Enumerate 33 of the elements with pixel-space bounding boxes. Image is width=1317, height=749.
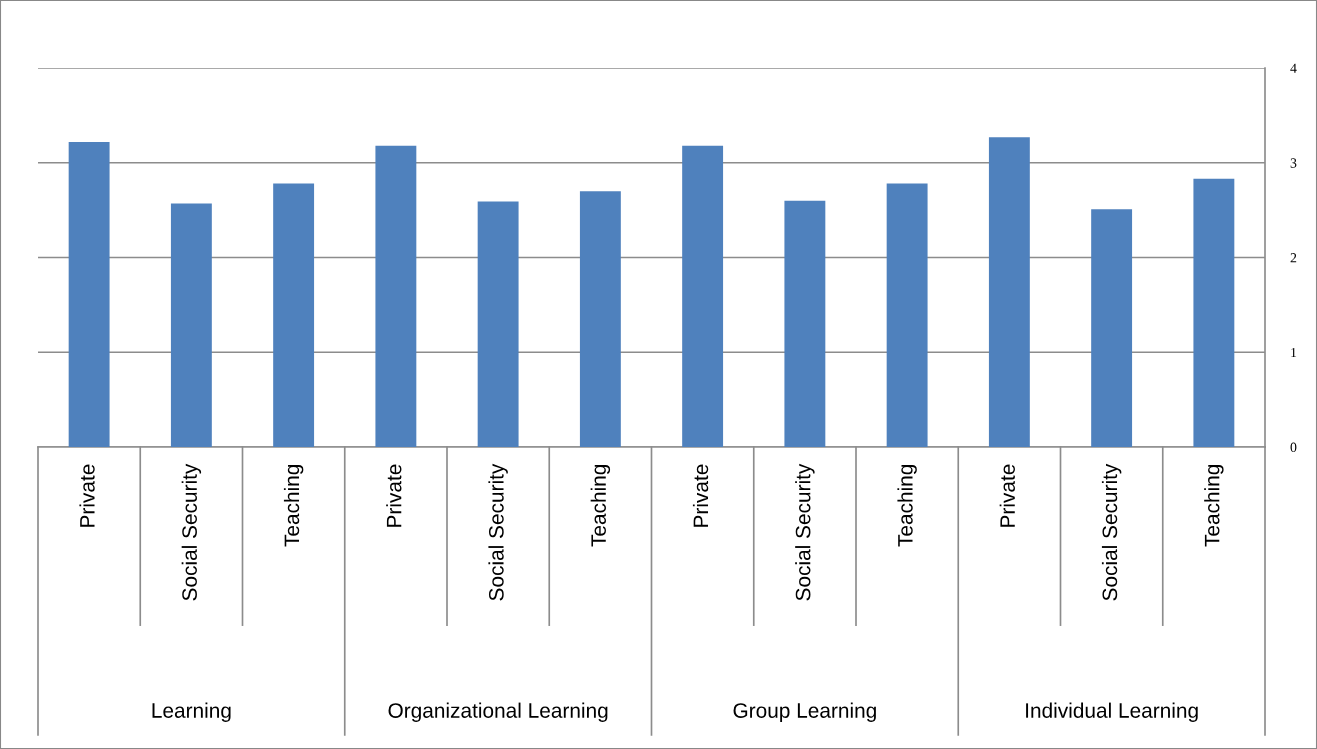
x-tick-label: Private [79, 464, 95, 527]
x-tick-label: Private [386, 464, 402, 527]
bar [375, 145, 417, 447]
x-tick-label: Social Security [488, 463, 508, 601]
text: Individual Learning [1026, 702, 1198, 723]
bar [68, 141, 110, 447]
y-tick-label: 3 [1290, 158, 1297, 168]
y-tick-label: 0 [1290, 442, 1297, 452]
text: Organizational Learning [388, 702, 608, 723]
bar [886, 183, 928, 447]
x-tick-label: Social Security [1101, 463, 1122, 601]
x-tick-label: Teaching [897, 465, 917, 547]
x-tick-label: Social Security [795, 463, 815, 601]
bar [170, 203, 212, 447]
bar [1091, 209, 1133, 447]
x-tick-label: Private [999, 464, 1015, 527]
x-tick-label: Teaching [283, 465, 304, 547]
x-tick-label: Teaching [1204, 465, 1224, 547]
x-tick-label: Social Security [181, 463, 202, 601]
y-tick-label: 2 [1290, 253, 1297, 263]
text: Group Learning [733, 702, 876, 723]
x-tick-label: Private [692, 464, 709, 527]
text: Learning [152, 702, 231, 723]
bar [988, 137, 1030, 447]
bar [477, 201, 519, 447]
y-tick-label: 1 [1291, 347, 1297, 358]
bar [682, 145, 724, 447]
bar [1193, 178, 1235, 447]
y-tick-label: 4 [1290, 63, 1297, 73]
bar [273, 183, 315, 447]
bar [784, 200, 826, 447]
bar [579, 191, 621, 447]
x-tick-label: Teaching [590, 465, 611, 547]
